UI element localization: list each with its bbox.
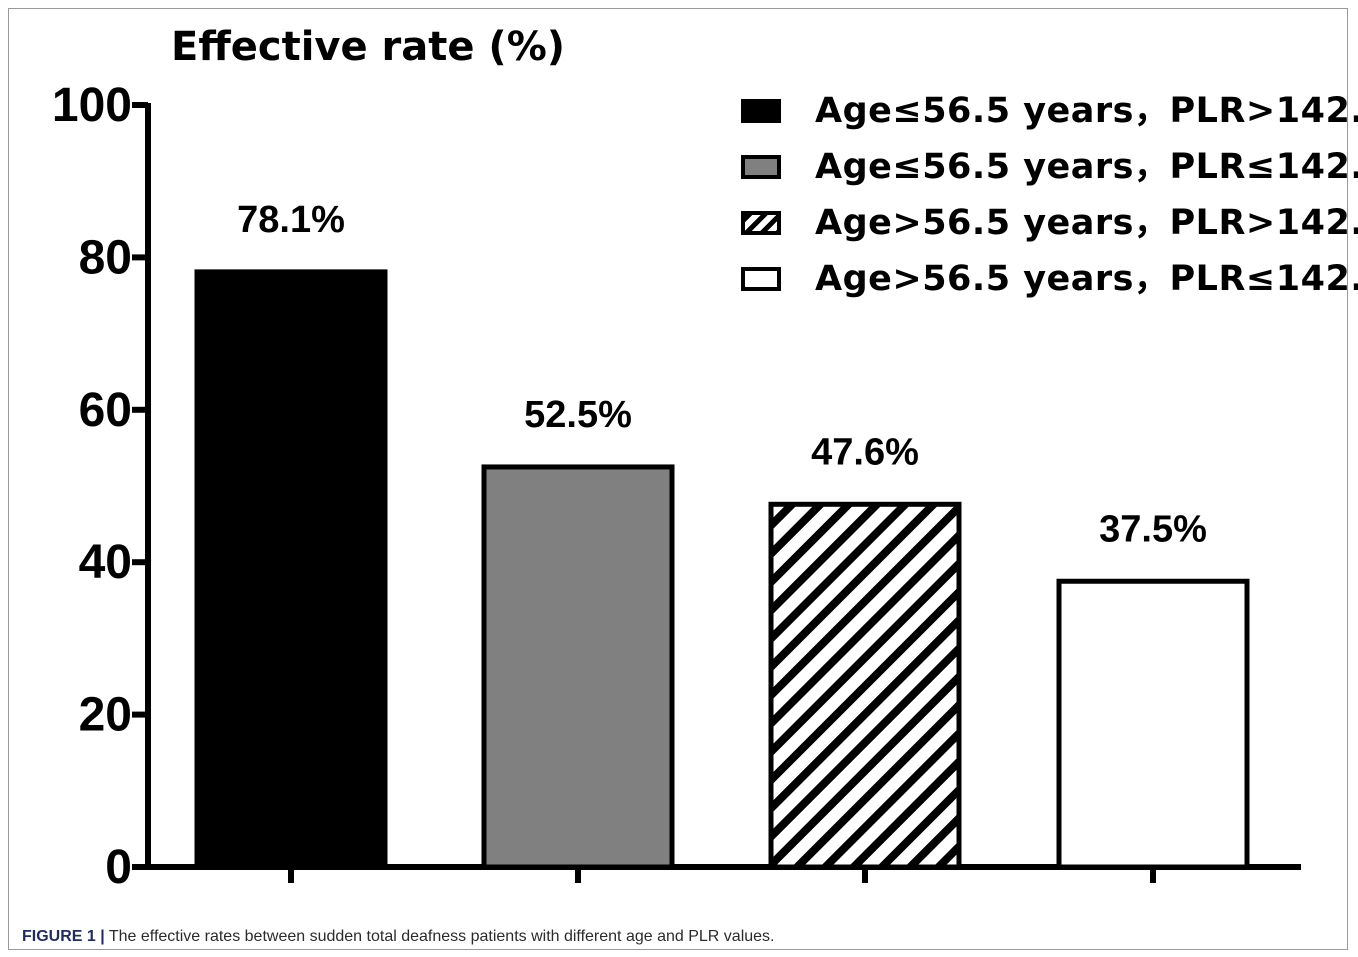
- bars: [194, 269, 1250, 870]
- legend-label: Age>56.5 years，PLR>142.6: [815, 203, 1358, 243]
- data-label: 47.6%: [811, 431, 919, 473]
- figure-caption: FIGURE 1 | The effective rates between s…: [22, 928, 775, 946]
- data-label: 37.5%: [1099, 508, 1207, 550]
- bar-chart: Effective rate (%) 0 20 40 60 80 100 78.1% 52.…: [52, 24, 1301, 894]
- legend-swatch: [741, 155, 781, 179]
- y-tick-label: 60: [79, 384, 132, 437]
- data-labels: 78.1% 52.5% 47.6% 37.5%: [237, 199, 1207, 550]
- data-label: 52.5%: [524, 394, 632, 436]
- bar: [1056, 578, 1250, 870]
- y-tick-label: 80: [79, 231, 132, 284]
- legend-label: Age>56.5 years，PLR≤142.6: [815, 259, 1358, 299]
- legend-label: Age≤56.5 years，PLR>142.6: [815, 91, 1358, 131]
- data-label: 78.1%: [237, 199, 345, 241]
- bar: [768, 501, 962, 870]
- y-tick-label: 40: [79, 536, 132, 589]
- figure-frame: Effective rate (%) 0 20 40 60 80 100 78.1% 52.…: [8, 8, 1358, 950]
- y-tick-label: 0: [105, 841, 132, 894]
- caption-text: The effective rates between sudden total…: [104, 928, 775, 945]
- bar: [194, 269, 388, 870]
- y-tick-label: 100: [52, 79, 132, 132]
- legend-label: Age≤56.5 years，PLR≤142.6: [815, 147, 1358, 187]
- y-tick-label: 20: [79, 689, 132, 742]
- bar: [481, 464, 675, 870]
- chart-title: Effective rate (%): [171, 24, 565, 70]
- caption-label: FIGURE 1 |: [22, 928, 105, 945]
- legend-swatch: [741, 99, 781, 123]
- legend-swatch: [741, 267, 781, 291]
- legend-swatch: [741, 211, 781, 235]
